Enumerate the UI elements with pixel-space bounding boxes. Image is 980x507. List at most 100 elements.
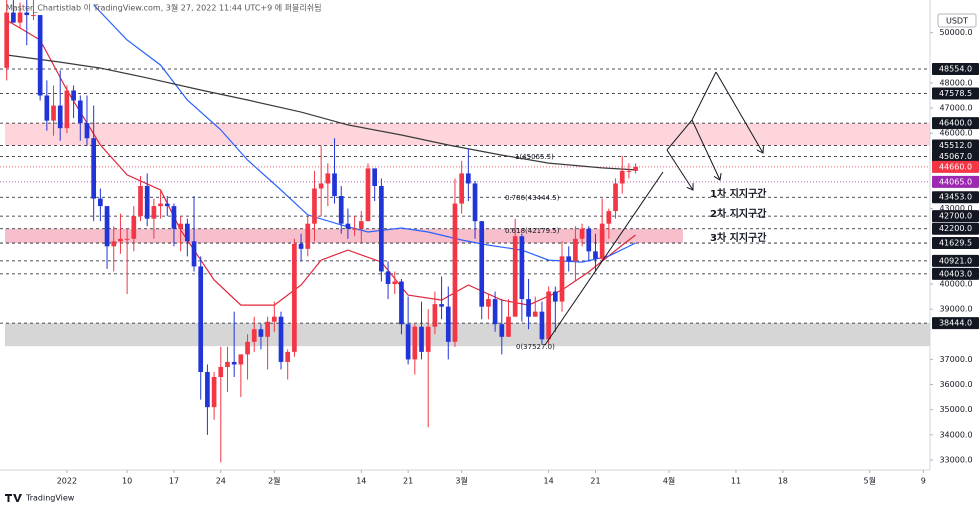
candle-body xyxy=(338,196,344,224)
candle-body xyxy=(245,341,250,355)
footer-logo xyxy=(5,494,22,502)
candle-body xyxy=(546,291,551,340)
x-tick-label: 11 xyxy=(731,477,741,486)
x-tick-label: 2월 xyxy=(268,476,280,486)
candle-body xyxy=(385,271,391,285)
candle-body xyxy=(77,100,83,124)
x-tick-label: 18 xyxy=(778,477,788,486)
y-tick-label: 36000.0 xyxy=(939,380,972,389)
level-label: 46400.0 xyxy=(939,119,972,128)
annotation: 0(37527.0) xyxy=(516,343,555,351)
trend-line xyxy=(544,171,664,346)
arrow xyxy=(715,71,763,153)
x-tick-label: 14 xyxy=(544,477,554,486)
arrow xyxy=(666,149,693,190)
candle-body xyxy=(51,105,56,121)
candle-body xyxy=(519,236,525,300)
candle-body xyxy=(292,243,297,352)
candle-body xyxy=(104,206,110,247)
level-label: 42200.0 xyxy=(939,224,972,233)
y-tick-label: 47000.0 xyxy=(939,104,972,113)
candle-body xyxy=(626,170,632,172)
level-label: 44065.0 xyxy=(939,177,972,186)
x-tick-label: 21 xyxy=(590,477,600,486)
candle-body xyxy=(599,223,605,259)
candle-body xyxy=(151,206,157,219)
candle-body xyxy=(552,291,558,302)
level-label: 38444.0 xyxy=(939,319,972,328)
level-box xyxy=(932,160,979,173)
arrow xyxy=(666,119,693,151)
candle-body xyxy=(258,329,264,337)
candle-body xyxy=(271,316,277,322)
candle-body xyxy=(593,251,598,259)
level-label: 43453.0 xyxy=(939,193,972,202)
candle-body xyxy=(412,326,418,360)
candle-body xyxy=(325,173,331,184)
x-tick-label: 10 xyxy=(122,477,132,486)
candle-body xyxy=(57,105,63,129)
arrow xyxy=(691,71,717,121)
candle-body xyxy=(191,241,197,267)
candle-body xyxy=(613,183,618,212)
currency: USDT xyxy=(946,17,968,26)
y-tick-label: 33000.0 xyxy=(939,455,972,464)
zones xyxy=(5,123,930,347)
candle-body xyxy=(64,90,70,129)
zone xyxy=(5,323,930,347)
candle-body xyxy=(37,15,43,96)
candle-body xyxy=(138,185,143,217)
candle-body xyxy=(91,138,97,199)
candle-body xyxy=(84,123,90,139)
x-tick-label: 9 xyxy=(921,477,926,486)
candle-body xyxy=(131,216,137,239)
y-tick-label: 39000.0 xyxy=(939,305,972,314)
footer: TradingView xyxy=(25,494,75,503)
candle-body xyxy=(633,166,638,171)
level-label: 45512.0 xyxy=(939,141,972,150)
candle-body xyxy=(111,241,117,247)
y-tick-label: 50000.0 xyxy=(939,28,972,37)
annotations: 1(45065.5) 0.786(43444.5) 0.618(42179.5) 0(… xyxy=(505,153,767,351)
candle-body xyxy=(479,221,485,307)
moving-average xyxy=(93,4,636,263)
level-box xyxy=(932,117,979,130)
candle-body xyxy=(44,95,50,121)
level-label: 40921.0 xyxy=(939,256,972,265)
candle-body xyxy=(312,188,317,224)
candle-body xyxy=(512,236,518,317)
level-box xyxy=(932,139,979,152)
candle-body xyxy=(532,311,538,317)
level-box xyxy=(932,317,979,330)
candle-body xyxy=(238,354,244,365)
annotation: 1차 지지구간 xyxy=(710,187,767,200)
annotation: 0.786(43444.5) xyxy=(505,194,560,202)
candle-body xyxy=(586,228,592,252)
header: Master_Chartistlab 이 TradingView.com, 3월… xyxy=(6,3,321,13)
candle-body xyxy=(352,228,357,230)
candle-body xyxy=(372,168,378,186)
candle-body xyxy=(318,183,324,189)
level-box xyxy=(932,254,979,267)
candle-body xyxy=(205,371,210,408)
annotation: 2차 지지구간 xyxy=(710,207,767,220)
arrow xyxy=(691,119,720,180)
level-label: 42700.0 xyxy=(939,212,972,221)
level-label: 47578.5 xyxy=(939,89,972,98)
drawings xyxy=(544,71,763,346)
y-tick-label: 46000.0 xyxy=(939,129,972,138)
axes: 50000.0 48000.0 47000.0 46000.0 43000.0 40000… xyxy=(57,28,979,486)
candle-body xyxy=(419,326,424,352)
candle-body xyxy=(619,170,625,184)
candle-body xyxy=(539,311,545,340)
candle-body xyxy=(31,15,36,17)
annotation: 3차 지지구간 xyxy=(710,231,767,244)
candle-body xyxy=(332,173,337,197)
level-label: 41629.5 xyxy=(939,239,972,248)
candle-body xyxy=(211,377,217,408)
candle-body xyxy=(265,321,270,337)
x-tick-label: 17 xyxy=(169,477,179,486)
candle-body xyxy=(499,324,505,337)
candle-body xyxy=(231,361,237,365)
x-tick-label: 21 xyxy=(403,477,413,486)
